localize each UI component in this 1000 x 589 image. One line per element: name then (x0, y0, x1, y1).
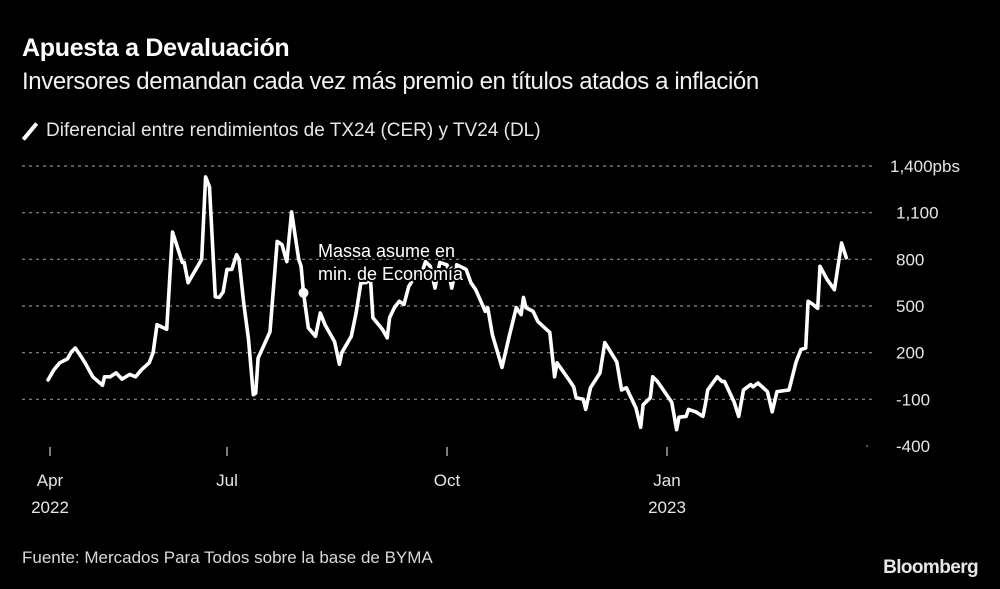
series-line (46, 175, 849, 432)
y-tick-label: -400 (896, 437, 930, 456)
annotation-dot (298, 287, 309, 298)
y-tick-label: 500 (896, 297, 924, 316)
y-tick-label: 1,100 (896, 204, 939, 223)
x-tick-label: Apr (37, 471, 64, 490)
x-tick-label: Jul (216, 471, 238, 490)
annotation-text: min. de Economía (318, 264, 464, 284)
x-axis: Apr 2022 Jul Oct Jan 2023 (31, 447, 686, 517)
y-tick-label: 1,400pbs (890, 157, 960, 176)
chart-title: Apuesta a Devaluación (22, 34, 290, 62)
y-axis: 1,400pbs 1,100 800 500 200 -100 -400 (890, 157, 960, 456)
x-tick-label: Oct (434, 471, 461, 490)
source-note: Fuente: Mercados Para Todos sobre la bas… (22, 548, 433, 567)
x-tick-sublabel: 2023 (648, 498, 686, 517)
legend-label: Diferencial entre rendimientos de TX24 (… (46, 120, 541, 141)
annotation-text: Massa asume en (318, 241, 455, 261)
x-tick-sublabel: 2022 (31, 498, 69, 517)
legend: Diferencial entre rendimientos de TX24 (… (22, 120, 541, 142)
series (46, 175, 849, 432)
y-tick-label: 800 (896, 250, 924, 269)
y-tick-label: 200 (896, 344, 924, 363)
gridlines (22, 165, 872, 447)
annotations: Massa asume en min. de Economía (298, 239, 466, 298)
chart-subtitle: Inversores demandan cada vez más premio … (22, 68, 759, 95)
bloomberg-logo: Bloomberg (883, 557, 978, 578)
y-tick-label: -100 (896, 390, 930, 409)
x-tick-label: Jan (653, 471, 680, 490)
